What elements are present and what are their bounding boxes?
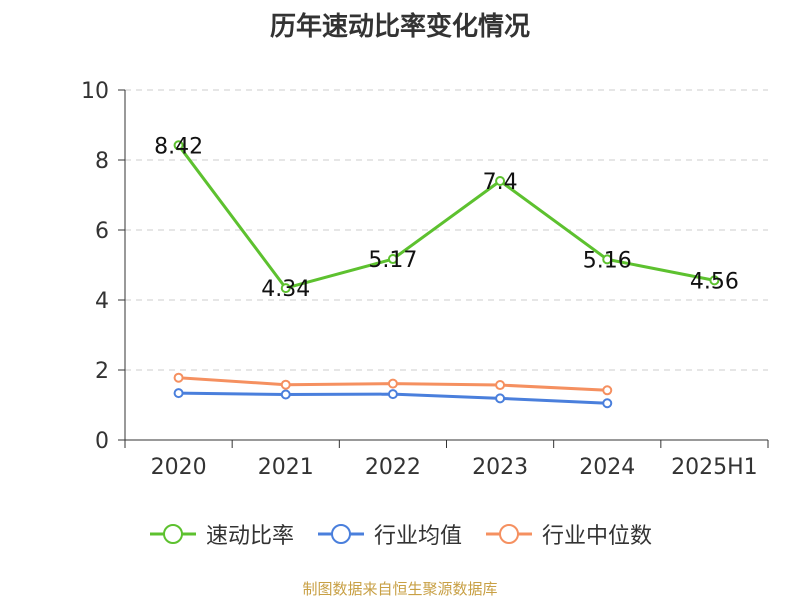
data-label: 4.56 — [690, 269, 739, 294]
data-point[interactable] — [173, 140, 184, 151]
data-point[interactable] — [387, 378, 398, 389]
source-note: 制图数据来自恒生聚源数据库 — [302, 580, 498, 598]
data-point[interactable] — [280, 283, 291, 294]
data-point[interactable] — [602, 254, 613, 265]
legend-label: 行业中位数 — [542, 524, 653, 549]
y-tick-label: 10 — [81, 79, 109, 104]
x-tick-label: 2025H1 — [671, 455, 758, 480]
axis-layer: 0 2 4 6 8 10 2020 2021 2022 2023 2024 2025H1 — [81, 79, 769, 480]
x-tick-label: 2024 — [579, 455, 635, 480]
series-line-0 — [177, 144, 715, 290]
x-tick-label: 2020 — [151, 455, 207, 480]
legend-line-marker-icon — [486, 524, 532, 544]
legend-item-industry-average[interactable]: 行业均值 — [316, 518, 462, 550]
y-tick-label: 4 — [95, 289, 109, 314]
grid-layer — [125, 89, 768, 371]
data-label: 5.17 — [368, 248, 417, 273]
data-point[interactable] — [173, 388, 184, 399]
data-point[interactable] — [495, 176, 506, 186]
data-point[interactable] — [602, 385, 613, 396]
data-point[interactable] — [709, 275, 720, 286]
legend-label: 行业均值 — [373, 524, 462, 549]
data-label: 7.4 — [483, 170, 518, 195]
y-tick-label: 8 — [95, 149, 109, 174]
legend-line-marker-icon — [149, 524, 196, 544]
legend: 速动比率 行业均值 行业中位数 — [0, 518, 800, 550]
data-label-layer: 8.42 4.34 5.17 7.4 5.16 4.56 — [154, 134, 739, 302]
legend-item-speed-ratio[interactable]: 速动比率 — [148, 518, 294, 550]
data-point[interactable] — [280, 379, 291, 390]
series-layer — [173, 140, 720, 409]
data-label: 4.34 — [261, 277, 310, 302]
data-point[interactable] — [495, 393, 506, 404]
data-point[interactable] — [280, 389, 291, 400]
y-tick-label: 2 — [95, 359, 109, 384]
chart-title: 历年速动比率变化情况 — [269, 12, 530, 42]
y-tick-label: 0 — [95, 429, 109, 454]
y-tick-label: 6 — [95, 219, 109, 244]
legend-line-marker-icon — [317, 524, 364, 544]
data-label: 5.16 — [583, 248, 632, 273]
data-point[interactable] — [387, 389, 398, 400]
legend-item-industry-median[interactable]: 行业中位数 — [484, 518, 652, 550]
x-tick-label: 2023 — [472, 455, 528, 480]
x-tick-label: 2022 — [365, 455, 421, 480]
data-point[interactable] — [495, 380, 506, 391]
data-point[interactable] — [173, 372, 184, 383]
data-point[interactable] — [387, 254, 398, 265]
legend-label: 速动比率 — [205, 524, 294, 549]
data-point[interactable] — [602, 398, 613, 409]
x-tick-label: 2021 — [258, 455, 314, 480]
data-label: 8.42 — [154, 134, 203, 159]
